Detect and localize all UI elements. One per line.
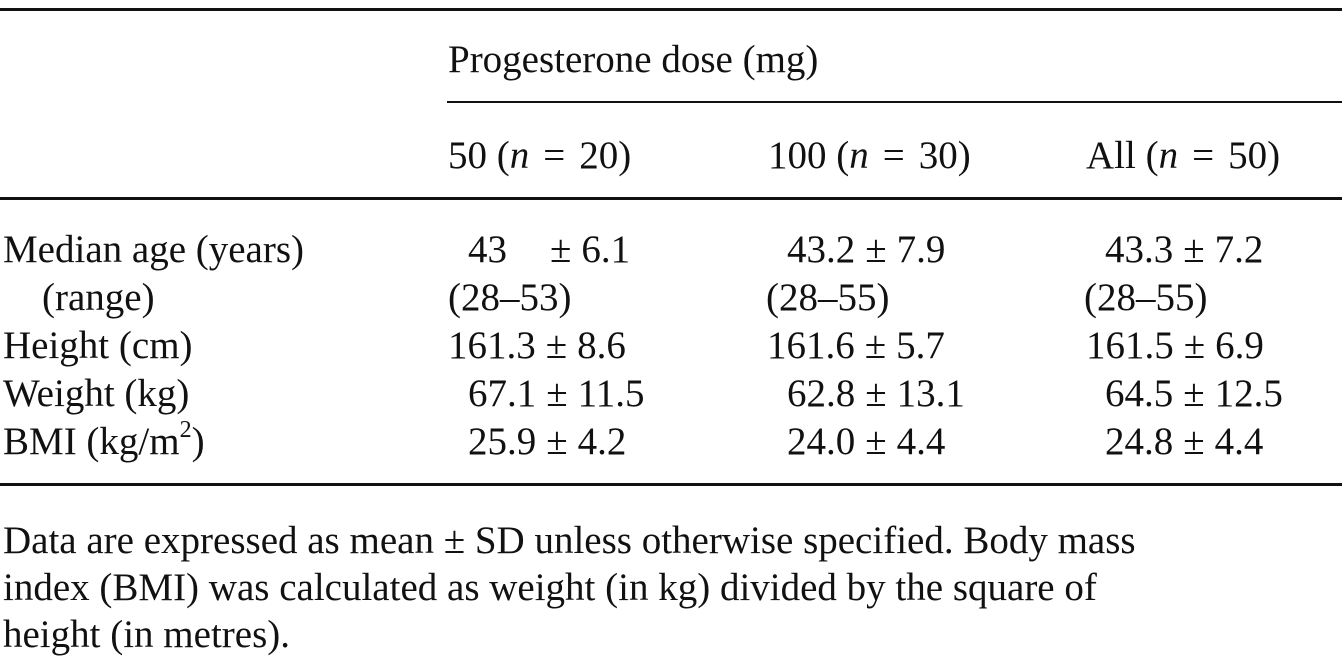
cell-median-age-50: 43 ±6.1 [468,230,630,269]
column-header-50mg: 50 (n = 20) [448,134,632,177]
cell-mean: 43.2 [787,228,856,271]
cell-sd: 6.1 [581,228,631,271]
cell-sd: 7.9 [896,228,946,271]
column-header-all: All (n = 50) [1086,134,1281,177]
footnote-line: Data are expressed as mean ± SD unless o… [3,519,1136,562]
plus-minus: ± [546,372,568,415]
table-bottom-rule [0,483,1342,486]
plus-minus: ± [546,420,568,463]
cell-range-50: (28–53) [448,276,572,319]
n-label: n [1158,134,1179,177]
cell-mean: 43.3 [1105,228,1174,271]
equals-sign: = [1192,134,1215,177]
row-label-range: (range) [42,276,155,319]
cell-sd: 4.4 [896,420,946,463]
cell-sd: 13.1 [896,372,965,415]
cell-weight-50: 67.1 ±11.5 [468,374,644,413]
cell-mean: 43 [468,228,507,271]
column-dose: 100 [768,134,827,177]
table-top-rule [0,8,1342,11]
cell-sd: 7.2 [1214,228,1264,271]
row-label-weight: Weight (kg) [3,372,190,415]
cell-sd: 8.6 [577,324,626,367]
cell-weight-100: 62.8 ±13.1 [787,374,965,413]
spanning-column-header: Progesterone dose (mg) [448,38,819,81]
plus-minus: ± [865,372,887,415]
cell-sd: 5.7 [896,324,945,367]
footnote-line: index (BMI) was calculated as weight (in… [3,566,1097,609]
cell-mean: 24.0 [787,420,856,463]
cell-mean: 62.8 [787,372,856,415]
header-bottom-rule [0,197,1342,200]
cell-sd: 6.9 [1215,324,1264,367]
cell-height-100: 161.6 ±5.7 [767,326,945,365]
cell-bmi-all: 24.8 ±4.4 [1105,422,1263,461]
cell-sd: 4.4 [1214,420,1264,463]
cell-mean: 67.1 [468,372,537,415]
plus-minus: ± [545,324,568,367]
n-value: 20 [579,134,619,177]
cell-range-all: (28–55) [1084,276,1208,319]
plus-minus: ± [864,324,887,367]
bmi-label-superscript: 2 [179,417,192,443]
bmi-label-text: BMI (kg/m [3,420,180,463]
cell-sd: 12.5 [1214,372,1283,415]
cell-height-50: 161.3 ±8.6 [448,326,626,365]
column-header-100mg: 100 (n = 30) [768,134,971,177]
n-value: 30 [918,134,958,177]
row-label-median-age: Median age (years) [3,228,305,271]
cell-bmi-50: 25.9 ±4.2 [468,422,626,461]
cell-bmi-100: 24.0 ±4.4 [787,422,945,461]
plus-minus: ± [1183,372,1205,415]
cell-median-age-all: 43.3 ±7.2 [1105,230,1263,269]
plus-minus: ± [865,420,887,463]
cell-range-100: (28–55) [766,276,890,319]
cell-sd: 11.5 [577,372,645,415]
cell-mean: 24.8 [1105,420,1174,463]
n-label: n [849,134,869,177]
cell-mean: 25.9 [468,420,537,463]
n-value: 50 [1228,134,1268,177]
column-dose: All [1086,134,1136,177]
n-label: n [509,134,530,177]
plus-minus: ± [1183,420,1205,463]
cell-weight-all: 64.5 ±12.5 [1105,374,1283,413]
row-label-bmi: BMI (kg/m2) [3,418,205,463]
cell-median-age-100: 43.2 ±7.9 [787,230,945,269]
cell-height-all: 161.5 ±6.9 [1086,326,1264,365]
equals-sign: = [882,134,905,177]
cell-sd: 4.2 [577,420,627,463]
column-dose: 50 [448,134,487,177]
bmi-label-tail: ) [191,420,205,463]
plus-minus: ± [1183,324,1206,367]
row-label-height: Height (cm) [3,324,193,367]
spanning-header-rule [447,101,1342,103]
plus-minus: ± [865,228,887,271]
cell-mean: 161.5 [1086,324,1174,367]
cell-mean: 161.6 [767,324,855,367]
cell-mean: 64.5 [1105,372,1174,415]
plus-minus: ± [550,228,572,271]
table-footnote: Data are expressed as mean ± SD unless o… [3,517,1333,658]
cell-mean: 161.3 [448,324,536,367]
footnote-line: height (in metres). [3,613,290,656]
equals-sign: = [543,134,566,177]
plus-minus: ± [1183,228,1205,271]
